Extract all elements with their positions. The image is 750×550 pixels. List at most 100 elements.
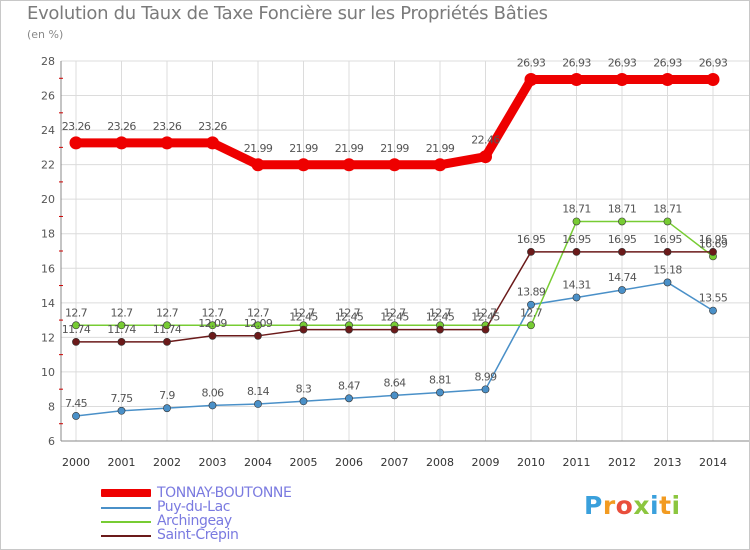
data-label: 12.7: [429, 306, 452, 319]
legend-label: Puy-du-Lac: [157, 499, 231, 515]
data-label: 8.14: [247, 385, 270, 398]
data-point: [618, 286, 626, 294]
y-tick-label: 18: [41, 228, 55, 241]
data-label: 21.99: [244, 142, 273, 155]
y-tick-label: 20: [41, 193, 55, 206]
y-tick-label: 6: [48, 435, 55, 448]
y-tick-label: 28: [41, 55, 55, 68]
data-label: 11.74: [153, 323, 182, 336]
data-label: 8.99: [474, 370, 497, 383]
data-point: [208, 401, 217, 410]
data-point: [163, 404, 171, 413]
data-label: 8.3: [296, 382, 312, 395]
data-point: [299, 325, 308, 334]
data-label: 26.93: [517, 56, 546, 69]
data-label: 12.7: [474, 306, 497, 319]
data-label: 12.7: [247, 306, 270, 319]
x-tick-label: 2004: [244, 456, 272, 469]
y-axis-unit: (en %): [27, 28, 64, 41]
data-point: [481, 385, 490, 394]
data-point: [618, 217, 626, 226]
y-tick-label: 10: [41, 366, 55, 379]
legend-swatch: [101, 535, 151, 537]
data-point: [709, 247, 717, 256]
x-tick-label: 2013: [654, 456, 682, 469]
data-label: 26.93: [562, 56, 591, 69]
data-point: [117, 321, 126, 330]
data-label: 8.06: [201, 386, 224, 399]
data-label: 14.74: [608, 271, 637, 284]
data-point: [345, 394, 353, 403]
data-label: 12.7: [201, 306, 224, 319]
data-point: [69, 136, 83, 150]
data-point: [433, 158, 447, 172]
data-label: 12.45: [335, 311, 364, 324]
data-label: 23.26: [62, 120, 91, 133]
data-label: 21.99: [335, 142, 364, 155]
data-label: 22.46: [471, 134, 500, 147]
data-point: [72, 412, 80, 420]
data-point: [254, 331, 262, 340]
data-point: [117, 406, 126, 415]
x-tick-label: 2005: [290, 456, 318, 469]
data-label: 26.93: [653, 56, 682, 69]
data-point: [663, 278, 672, 287]
data-label: 18.71: [562, 202, 591, 215]
data-label: 11.74: [62, 323, 91, 336]
data-label: 8.64: [383, 376, 406, 389]
x-tick-label: 2014: [699, 456, 727, 469]
data-point: [388, 158, 401, 172]
data-label: 13.89: [517, 286, 546, 299]
data-point: [527, 300, 535, 309]
data-point: [208, 331, 217, 340]
data-point: [160, 136, 174, 150]
data-label: 12.7: [65, 306, 88, 319]
data-point: [72, 337, 80, 346]
data-label: 16.95: [608, 233, 637, 246]
data-label: 7.75: [110, 392, 133, 405]
data-label: 16.95: [699, 233, 728, 246]
data-point: [436, 388, 444, 397]
data-point: [663, 247, 672, 256]
data-label: 16.69: [699, 237, 728, 250]
data-point: [661, 72, 674, 86]
data-label: 21.99: [289, 142, 318, 155]
data-label: 18.71: [608, 202, 637, 215]
x-tick-label: 2001: [108, 456, 136, 469]
data-point: [527, 321, 535, 330]
x-tick-label: 2006: [335, 456, 363, 469]
data-point: [342, 158, 356, 172]
data-label: 11.74: [107, 323, 136, 336]
data-label: 12.45: [380, 311, 409, 324]
legend-swatch: [101, 521, 151, 523]
legend-swatch: [101, 507, 151, 509]
data-label: 14.31: [562, 278, 591, 291]
data-point: [299, 397, 308, 406]
x-tick-label: 2008: [426, 456, 454, 469]
data-label: 12.7: [110, 306, 133, 319]
plot-area: [61, 61, 749, 441]
data-point: [481, 325, 490, 334]
x-tick-label: 2002: [153, 456, 181, 469]
data-point: [345, 325, 353, 334]
data-label: 15.18: [653, 263, 682, 276]
x-tick-label: 2012: [608, 456, 636, 469]
data-point: [206, 136, 219, 150]
data-label: 23.26: [153, 120, 182, 133]
data-label: 12.7: [156, 306, 179, 319]
y-tick-label: 14: [41, 297, 55, 310]
data-point: [163, 337, 171, 346]
data-label: 12.45: [426, 311, 455, 324]
legend-label: Archingeay: [157, 513, 232, 529]
proxiti-logo: Proxiti: [584, 491, 681, 520]
legend-label: Saint-Crépin: [157, 527, 239, 543]
data-label: 12.09: [244, 317, 273, 330]
data-point: [390, 325, 399, 334]
legend-swatch: [101, 489, 151, 497]
x-tick-label: 2007: [381, 456, 409, 469]
y-tick-label: 16: [41, 262, 55, 275]
data-label: 26.93: [699, 56, 728, 69]
data-label: 12.7: [383, 306, 406, 319]
data-label: 8.47: [338, 379, 361, 392]
